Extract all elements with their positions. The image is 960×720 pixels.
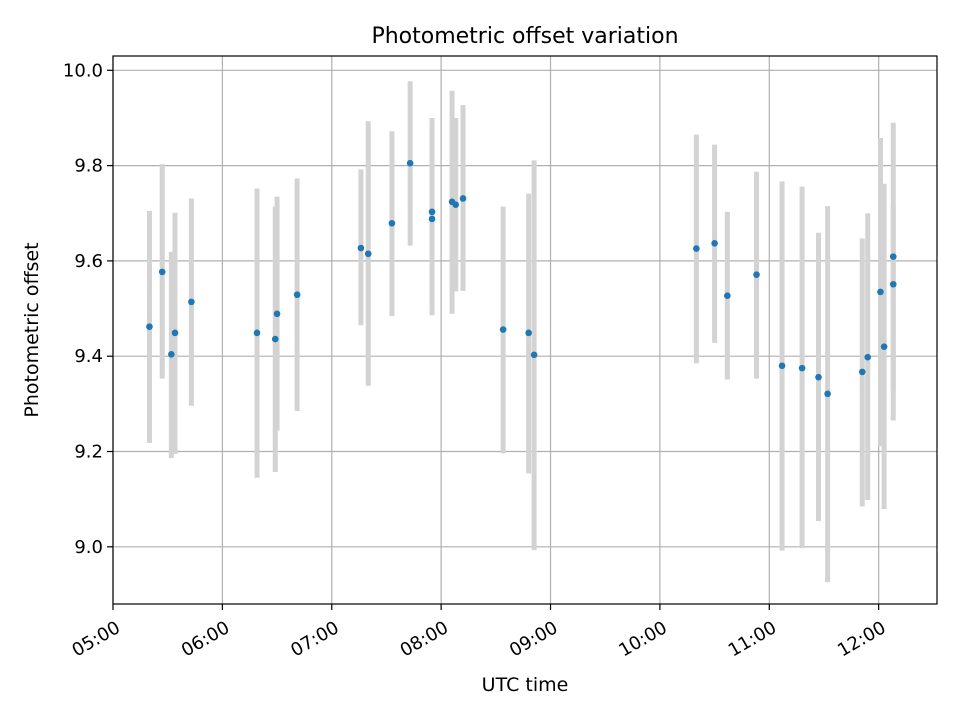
data-point [877,288,884,296]
y-axis-label: Photometric offset [21,242,43,417]
y-tick-label: 10.0 [63,60,103,81]
y-tick-label: 9.6 [74,251,103,272]
data-point [889,253,897,260]
data-point [271,335,279,343]
data-point [188,298,195,306]
data-point [364,250,372,258]
data-point [171,329,179,337]
data-point [889,280,897,288]
data-point [724,292,731,299]
data-point [858,368,866,376]
data-point [158,268,166,276]
data-point [388,219,396,227]
data-point [525,329,532,337]
data-point [824,390,831,398]
x-axis-label: UTC time [482,674,569,696]
data-point [753,271,760,279]
plot-frame [112,55,938,605]
y-tick-label: 9.2 [74,442,103,463]
grid-lines [112,56,937,604]
data-point [406,159,414,167]
y-tick-label: 9.8 [74,156,103,177]
data-point [452,201,460,208]
data-point [428,215,436,223]
data-points [146,159,897,398]
data-point [146,323,153,330]
data-point [693,245,700,252]
data-point [778,362,786,370]
data-point [293,291,301,299]
data-point [815,373,822,381]
y-tick-label: 9.4 [74,346,103,367]
data-point [253,329,261,337]
data-point [273,310,281,318]
y-tick-label: 9.0 [74,537,103,558]
data-point [459,195,467,202]
data-point [530,351,538,359]
data-point [880,343,888,350]
data-point [357,244,365,252]
data-point [798,364,806,372]
data-point [499,326,507,333]
data-point [711,239,718,247]
chart-title: Photometric offset variation [371,24,678,49]
data-point [428,208,436,216]
data-point [864,353,872,361]
y-axis-ticks: 9.0 9.2 9.4 9.6 9.8 10.0 [63,60,113,558]
data-point [168,351,175,358]
